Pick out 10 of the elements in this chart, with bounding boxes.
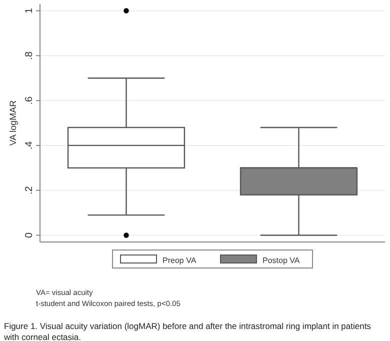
caption: Figure 1. Visual acuity variation (logMAR) before and after the intrastromal ring implant in patients with corneal ectasia. [3,321,371,341]
y-tick-label: .4 [24,140,35,150]
legend-label: Postop VA [262,256,300,265]
y-tick-label: .8 [24,51,35,60]
y-tick-label: 1 [24,8,35,14]
y-tick-label: .6 [24,96,35,105]
y-tick-label: 0 [24,232,35,238]
legend-label: Preop VA [162,256,197,265]
y-axis-title: VA logMAR [8,100,18,146]
y-tick-label: .2 [24,186,35,195]
